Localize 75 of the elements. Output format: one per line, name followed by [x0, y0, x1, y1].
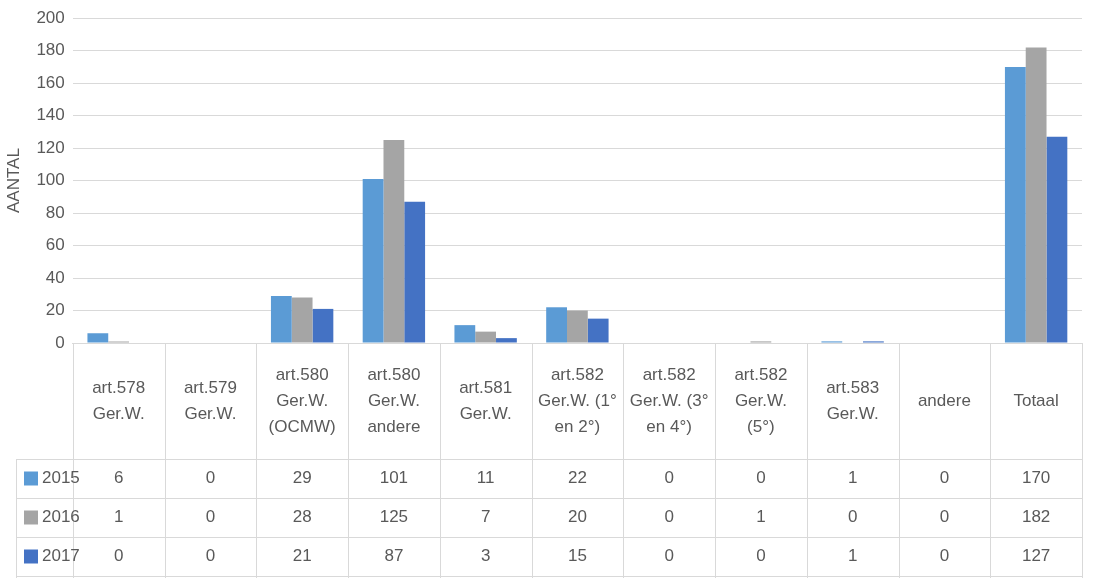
- y-tick-label: 20: [45, 300, 65, 320]
- y-tick-label: 60: [45, 235, 65, 255]
- y-tick-label: 80: [45, 202, 65, 222]
- data-label: 0: [847, 507, 858, 527]
- y-tick-label: 40: [45, 267, 65, 287]
- y-tick-label: 160: [36, 72, 65, 92]
- bar: [1004, 66, 1026, 343]
- x-tick-label: Totaal: [1013, 390, 1059, 410]
- bar: [362, 178, 384, 343]
- data-label: 101: [379, 468, 409, 488]
- legend-label: 2016: [42, 507, 80, 527]
- y-tick-label: 200: [36, 7, 65, 27]
- data-label: 0: [205, 507, 216, 527]
- bar: [496, 338, 517, 343]
- data-label: 125: [379, 507, 409, 527]
- data-label: 182: [1021, 507, 1051, 527]
- y-tick-label: 0: [55, 332, 65, 352]
- bar: [312, 308, 334, 343]
- x-tick-label: art.582 Ger.W. (1° en 2°): [538, 364, 617, 436]
- bar: [546, 307, 567, 343]
- x-tick-label: art.580 Ger.W. (OCMW): [268, 364, 336, 436]
- y-tick-label: 120: [36, 137, 65, 157]
- data-label: 170: [1021, 468, 1051, 488]
- data-label: 1: [847, 546, 858, 566]
- legend-label: 2015: [42, 468, 80, 488]
- y-axis-title: AANTAL: [3, 148, 23, 214]
- data-label: 127: [1021, 546, 1051, 566]
- bar: [475, 331, 497, 343]
- data-label: 1: [756, 507, 766, 527]
- data-label: 28: [292, 507, 312, 527]
- y-tick-label: 140: [36, 105, 65, 125]
- x-tick-label: art.580 Ger.W. andere: [367, 364, 421, 436]
- y-tick-label: 180: [36, 40, 65, 60]
- data-label: 0: [664, 546, 674, 566]
- data-label: 6: [113, 468, 124, 488]
- legend-label: 2017: [42, 546, 80, 566]
- data-label: 1: [847, 468, 858, 488]
- bar: [87, 333, 109, 343]
- data-label: 0: [205, 546, 216, 566]
- data-label: 0: [756, 468, 766, 488]
- data-label: 15: [567, 546, 587, 566]
- y-tick-label: 100: [36, 170, 65, 190]
- data-label: 0: [756, 546, 766, 566]
- data-label: 22: [567, 468, 587, 488]
- bar: [383, 140, 405, 343]
- x-tick-label: andere: [917, 390, 971, 410]
- data-label: 0: [113, 546, 124, 566]
- bar: [587, 318, 609, 343]
- bar: [566, 310, 588, 343]
- data-label: 3: [480, 546, 491, 566]
- x-tick-label: art.582 Ger.W. (3° en 4°): [629, 364, 709, 436]
- data-label: 7: [480, 507, 491, 527]
- x-tick-label: art.578 Ger.W.: [92, 377, 146, 423]
- x-tick-label: art.581 Ger.W.: [459, 377, 513, 423]
- data-label: 20: [567, 507, 587, 527]
- x-tick-label: art.582 Ger.W. (5°): [734, 364, 788, 436]
- bar: [404, 201, 426, 343]
- x-tick-label: art.579 Ger.W.: [183, 377, 237, 423]
- data-label: 0: [939, 546, 950, 566]
- data-label: 11: [476, 468, 495, 488]
- data-label: 87: [384, 546, 404, 566]
- bar: [1025, 47, 1047, 343]
- data-label: 0: [939, 507, 950, 527]
- data-label: 1: [113, 507, 124, 527]
- bar: [270, 295, 292, 343]
- data-label: 0: [205, 468, 216, 488]
- bar: [1046, 136, 1068, 343]
- data-label: 21: [292, 546, 312, 566]
- x-tick-label: art.583 Ger.W.: [826, 377, 880, 423]
- bar: [291, 297, 313, 343]
- bar: [454, 325, 476, 343]
- data-label: 0: [664, 468, 674, 488]
- data-label: 29: [292, 468, 312, 488]
- data-label: 0: [664, 507, 674, 527]
- data-label: 0: [939, 468, 950, 488]
